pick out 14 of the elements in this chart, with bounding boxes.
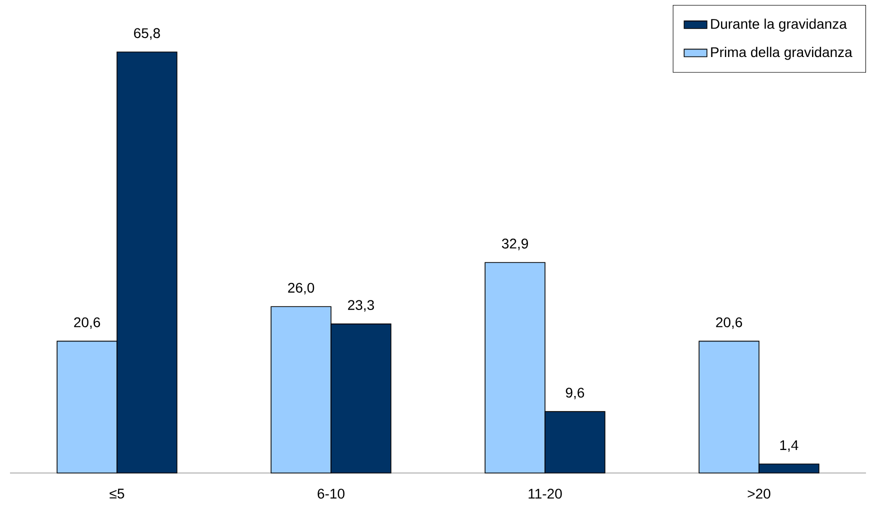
- x-tick-label: 6-10: [318, 488, 344, 499]
- data-label: 26,0: [288, 282, 314, 294]
- data-label: 65,8: [134, 28, 160, 40]
- data-label: 23,3: [348, 300, 374, 312]
- data-label: 1,4: [780, 440, 798, 452]
- legend-label: Durante la gravidanza: [711, 18, 847, 32]
- legend-label: Prima della gravidanza: [711, 46, 852, 60]
- data-label: 20,6: [74, 317, 100, 329]
- x-tick-label: >20: [748, 488, 770, 499]
- data-label: 20,6: [716, 317, 742, 329]
- data-label: 32,9: [502, 238, 528, 250]
- data-label: 9,6: [566, 388, 584, 400]
- x-tick-label: 11-20: [528, 488, 562, 499]
- x-tick-label: ≤5: [110, 488, 124, 499]
